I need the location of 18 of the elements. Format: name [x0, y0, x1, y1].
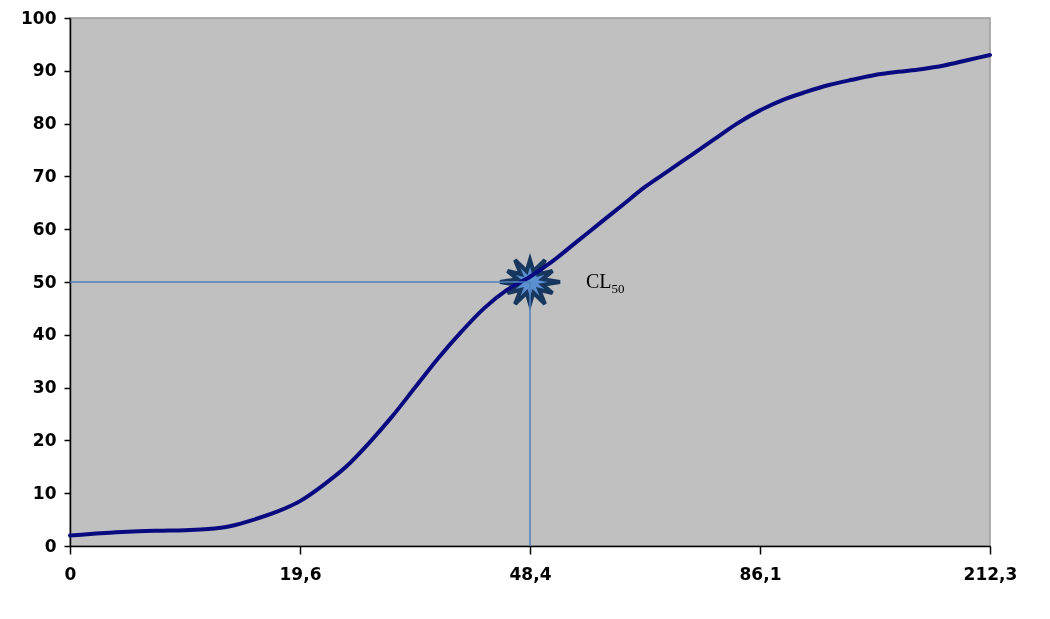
y-tick-label: 90 [32, 60, 57, 81]
x-tick-label: 212,3 [963, 563, 1018, 584]
y-tick-label: 60 [32, 218, 57, 239]
y-tick-label: 0 [44, 535, 57, 556]
y-tick-label: 80 [32, 113, 57, 134]
y-tick-label: 50 [32, 271, 57, 292]
annotation: CL$_{50}$ [586, 270, 625, 297]
line-series [68, 52, 992, 538]
y-tick-label: 20 [32, 429, 57, 450]
x-tick-label: 0 [64, 563, 77, 584]
y-tick-label: 70 [32, 165, 57, 186]
x-tick-label: 86,1 [739, 563, 782, 584]
y-tick-label: 40 [32, 324, 57, 345]
y-tick-label: 30 [32, 377, 57, 398]
y-tick-label: 10 [32, 482, 57, 503]
x-tick-label: 48,4 [509, 563, 552, 584]
x-tick-label: 19,6 [279, 563, 322, 584]
y-tick-label: 100 [21, 7, 57, 28]
